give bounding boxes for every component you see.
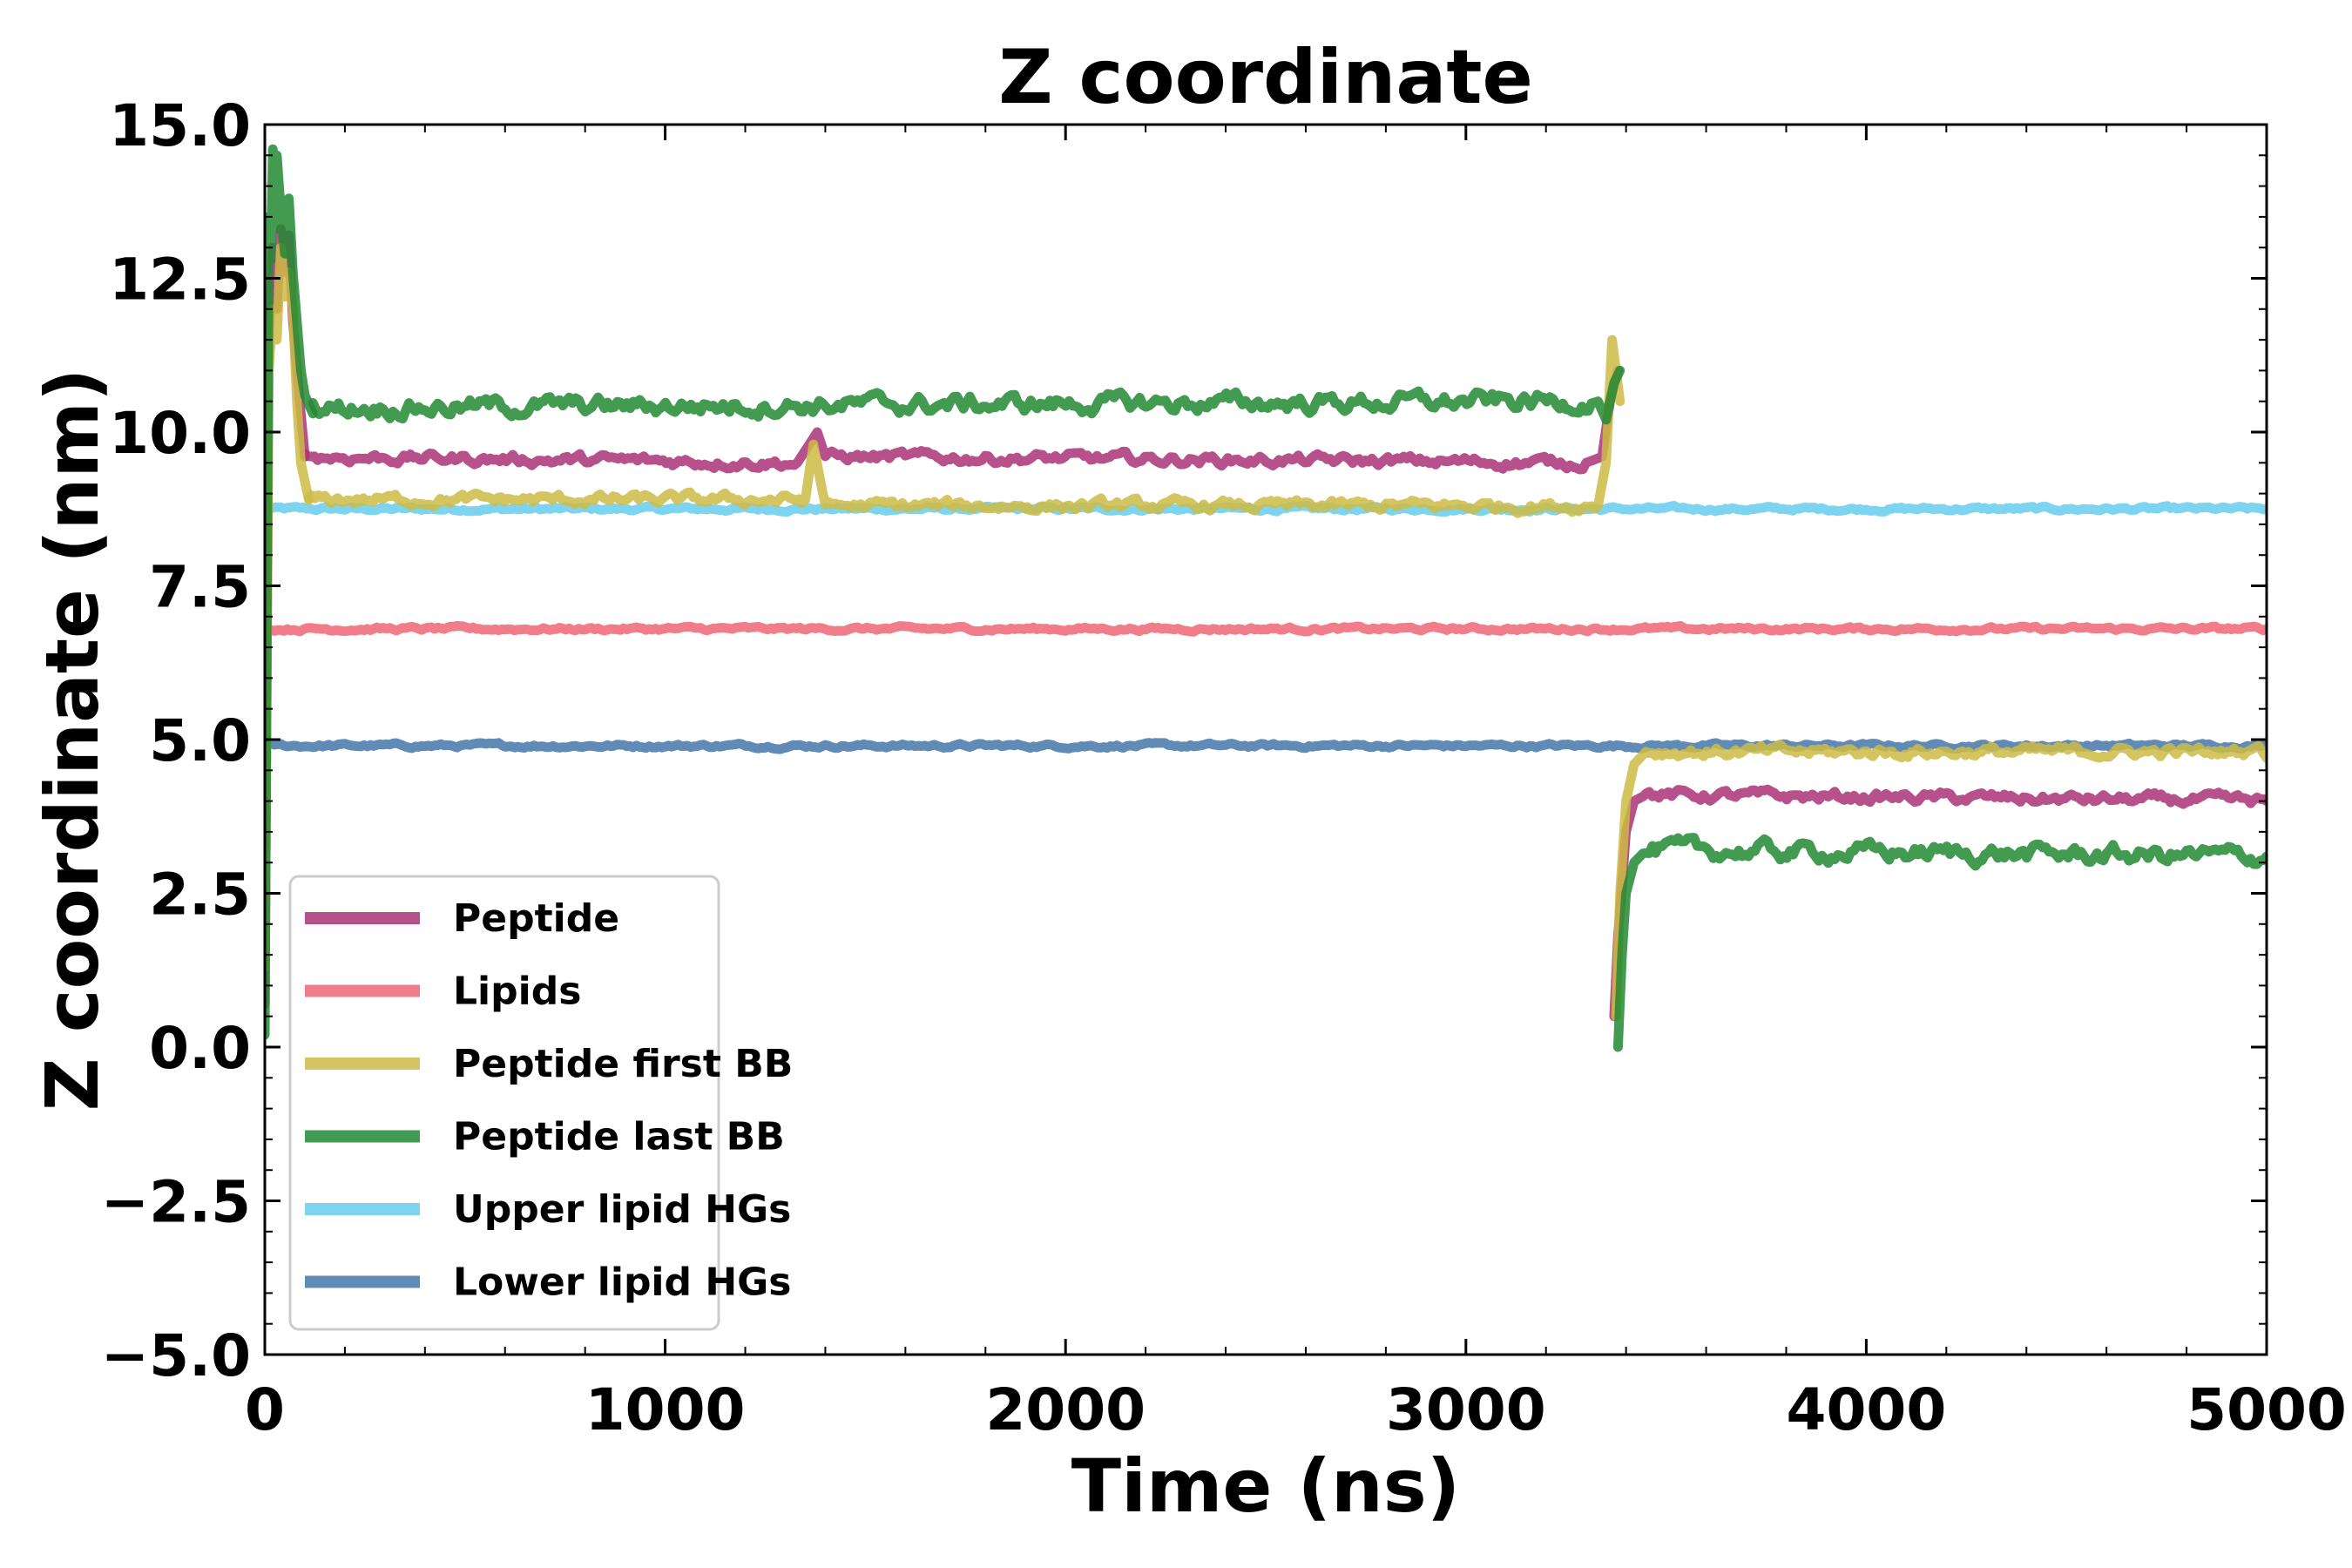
- x-tick-label: 4000: [1787, 1376, 1947, 1443]
- legend-label: Peptide: [453, 896, 619, 941]
- legend-label: Lower lipid HGs: [453, 1260, 791, 1305]
- series-upper-lipid-hgs: [265, 501, 2267, 517]
- series-peptide-last-bb: [265, 144, 2267, 1052]
- legend-item-lower-lipid-hgs: Lower lipid HGs: [305, 1260, 791, 1305]
- legend-label: Upper lipid HGs: [453, 1187, 791, 1232]
- legend-label: Peptide first BB: [453, 1042, 793, 1086]
- series-lower-lipid-hgs: [265, 738, 2267, 754]
- y-axis: −5.0 −2.5 0.0 2.5 5.0 7.5 10.0 12.5 15.0: [101, 92, 2267, 1389]
- y-tick-label: 2.5: [149, 862, 251, 929]
- legend-label: Lipids: [453, 970, 581, 1014]
- series-line-lipids-segment-1: [265, 620, 2267, 637]
- legend-item-peptide-last-bb: Peptide last BB: [305, 1115, 785, 1159]
- legend: Peptide Lipids Peptide first BB Peptide las…: [288, 875, 793, 1331]
- legend-items: Peptide Lipids Peptide first BB Peptide las…: [305, 896, 793, 1305]
- y-tick-label: 0.0: [149, 1015, 251, 1082]
- x-tick-label: 1000: [585, 1376, 746, 1443]
- series-layer: [265, 144, 2267, 1052]
- series-line-peptide-last-bb-segment-3: [1612, 833, 2267, 1052]
- y-tick-label: −5.0: [101, 1322, 251, 1389]
- chart-title: Z coordinate: [998, 34, 1533, 121]
- series-line-peptide-last-bb-segment-2: [308, 365, 1625, 425]
- series-lipids: [265, 620, 2267, 637]
- legend-item-peptide-first-bb: Peptide first BB: [305, 1042, 793, 1086]
- x-axis: 0 1000 2000 3000 4000 5000: [245, 125, 2347, 1443]
- y-tick-label: 5.0: [149, 707, 251, 774]
- x-tick-label: 3000: [1386, 1376, 1546, 1443]
- legend-item-peptide: Peptide: [305, 896, 619, 941]
- y-tick-label: 12.5: [109, 247, 251, 314]
- x-tick-label: 2000: [985, 1376, 1146, 1443]
- series-line-peptide-segment-2: [300, 365, 1623, 475]
- series-line-peptide-segment-3: [1609, 784, 2267, 1022]
- series-line-upper-lipid-hgs-segment-1: [265, 501, 2267, 517]
- x-tick-label: 0: [245, 1376, 285, 1443]
- y-tick-label: 15.0: [109, 92, 251, 159]
- y-tick-label: 10.0: [109, 400, 251, 467]
- y-tick-label: −2.5: [101, 1169, 251, 1236]
- legend-item-lipids: Lipids: [305, 970, 581, 1014]
- legend-item-upper-lipid-hgs: Upper lipid HGs: [305, 1187, 791, 1232]
- series-line-peptide-last-bb-segment-1: [265, 144, 318, 1040]
- series-line-lower-lipid-hgs-segment-1: [265, 738, 2267, 754]
- y-axis-label: Z coordinate (nm): [30, 368, 115, 1112]
- series-line-peptide-first-bb-segment-3: [1611, 740, 2267, 1022]
- x-tick-label: 5000: [2186, 1376, 2347, 1443]
- x-axis-label: Time (ns): [1071, 1443, 1460, 1529]
- series-line-peptide-first-bb-segment-2: [304, 335, 1625, 518]
- legend-label: Peptide last BB: [453, 1115, 785, 1159]
- y-tick-label: 7.5: [149, 554, 251, 621]
